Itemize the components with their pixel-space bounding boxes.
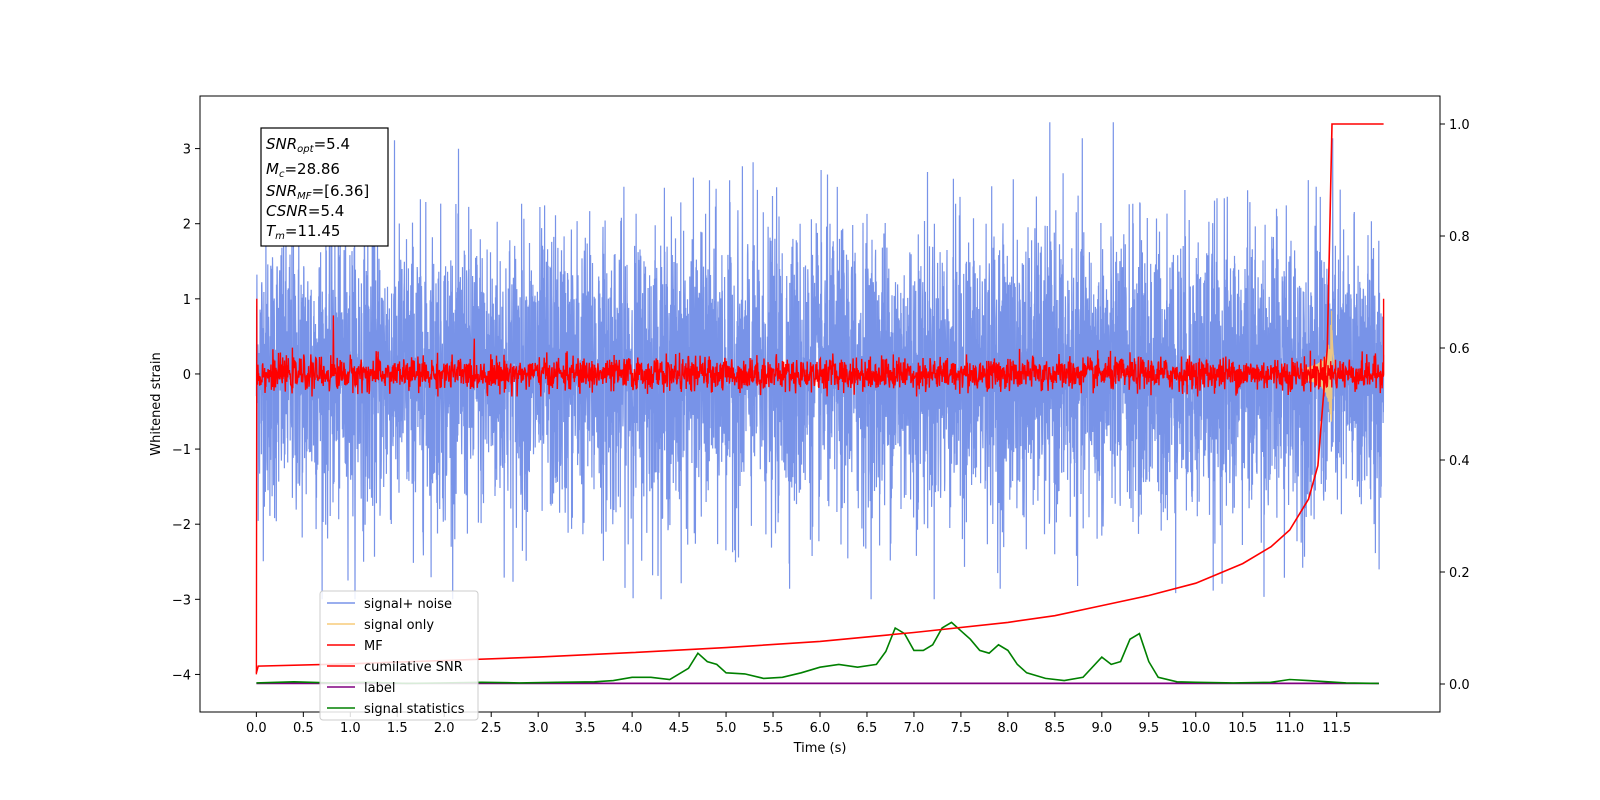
x-tick-label: 0.0 — [246, 721, 267, 736]
x-tick-label: 10.5 — [1228, 721, 1257, 736]
y-right-tick-label: 0.8 — [1449, 230, 1470, 245]
x-tick-label: 4.0 — [622, 721, 643, 736]
x-tick-label: 6.0 — [810, 721, 831, 736]
series-mf — [255, 298, 1385, 675]
x-tick-label: 0.5 — [293, 721, 314, 736]
x-tick-label: 3.5 — [575, 721, 596, 736]
annotation-snr-opt: SNRopt=5.4 — [266, 135, 350, 155]
x-tick-label: 10.0 — [1181, 721, 1210, 736]
x-tick-label: 11.5 — [1322, 721, 1351, 736]
x-tick-label: 7.5 — [951, 721, 972, 736]
y-right-tick-label: 0.0 — [1449, 678, 1470, 693]
y-left-tick-label: −4 — [172, 668, 191, 683]
annotation-csnr: CSNR=5.4 — [266, 202, 344, 220]
y-right-tick-label: 1.0 — [1449, 118, 1470, 133]
x-axis-label: Time (s) — [793, 741, 847, 756]
legend-frame — [319, 590, 479, 721]
y-left-tick-label: −1 — [172, 443, 191, 458]
x-tick-label: 8.5 — [1045, 721, 1066, 736]
x-tick-label: 5.0 — [716, 721, 737, 736]
y-right-tick-label: 0.4 — [1449, 454, 1470, 469]
annotation-snr-mf: SNRMF=[6.36] — [266, 182, 369, 202]
y-left-tick-label: −2 — [172, 518, 191, 533]
x-tick-label: 2.0 — [434, 721, 455, 736]
legend-label-signal-only: signal only — [364, 618, 434, 633]
y-left-tick-label: −3 — [172, 593, 191, 608]
y-left-tick-label: 2 — [183, 218, 191, 233]
legend-label-label: label — [364, 681, 395, 696]
x-tick-label: 8.0 — [998, 721, 1019, 736]
series-signal-noise — [255, 122, 1385, 600]
x-tick-label: 9.5 — [1138, 721, 1159, 736]
annotation-box: SNRopt=5.4 Mc=28.86 SNRMF=[6.36] CSNR=5.… — [260, 127, 389, 247]
series-cumulative-snr — [255, 123, 1384, 674]
y-left-tick-label: 0 — [183, 368, 191, 383]
x-tick-label: 11.0 — [1275, 721, 1304, 736]
x-tick-label: 6.5 — [857, 721, 878, 736]
legend-label-signal-noise: signal+ noise — [364, 597, 452, 612]
x-tick-label: 7.0 — [904, 721, 925, 736]
x-axis: 0.0 0.5 1.0 1.5 2.0 2.5 3.0 3.5 4.0 4.5 5.0 5.5 6.0 6… — [246, 712, 1351, 736]
y-left-tick-label: 1 — [183, 293, 191, 308]
x-tick-label: 3.0 — [528, 721, 549, 736]
y-right-tick-label: 0.6 — [1449, 342, 1470, 357]
legend-label-cumulative-snr: cumilative SNR — [364, 660, 463, 675]
x-tick-label: 2.5 — [481, 721, 502, 736]
x-tick-label: 5.5 — [763, 721, 784, 736]
x-tick-label: 1.0 — [340, 721, 361, 736]
y-left-tick-label: 3 — [183, 143, 191, 158]
legend: signal+ noise signal only MF cumilative … — [319, 590, 479, 721]
x-tick-label: 1.5 — [387, 721, 408, 736]
x-tick-label: 4.5 — [669, 721, 690, 736]
y-right-tick-label: 0.2 — [1449, 566, 1470, 581]
annotation-frame — [260, 127, 389, 247]
series-signal-statistics — [256, 621, 1379, 685]
annotation-tm: Tm=11.45 — [266, 222, 340, 242]
x-tick-label: 9.0 — [1091, 721, 1112, 736]
annotation-mc: Mc=28.86 — [266, 160, 340, 180]
y-axis-label: Whitened strain — [149, 352, 164, 455]
y-axis-left: 3 2 1 0 −1 −2 −3 −4 — [172, 143, 200, 683]
legend-label-signal-statistics: signal statistics — [364, 702, 465, 717]
legend-label-mf: MF — [364, 639, 383, 654]
y-axis-right: 1.0 0.8 0.6 0.4 0.2 0.0 — [1440, 118, 1470, 693]
